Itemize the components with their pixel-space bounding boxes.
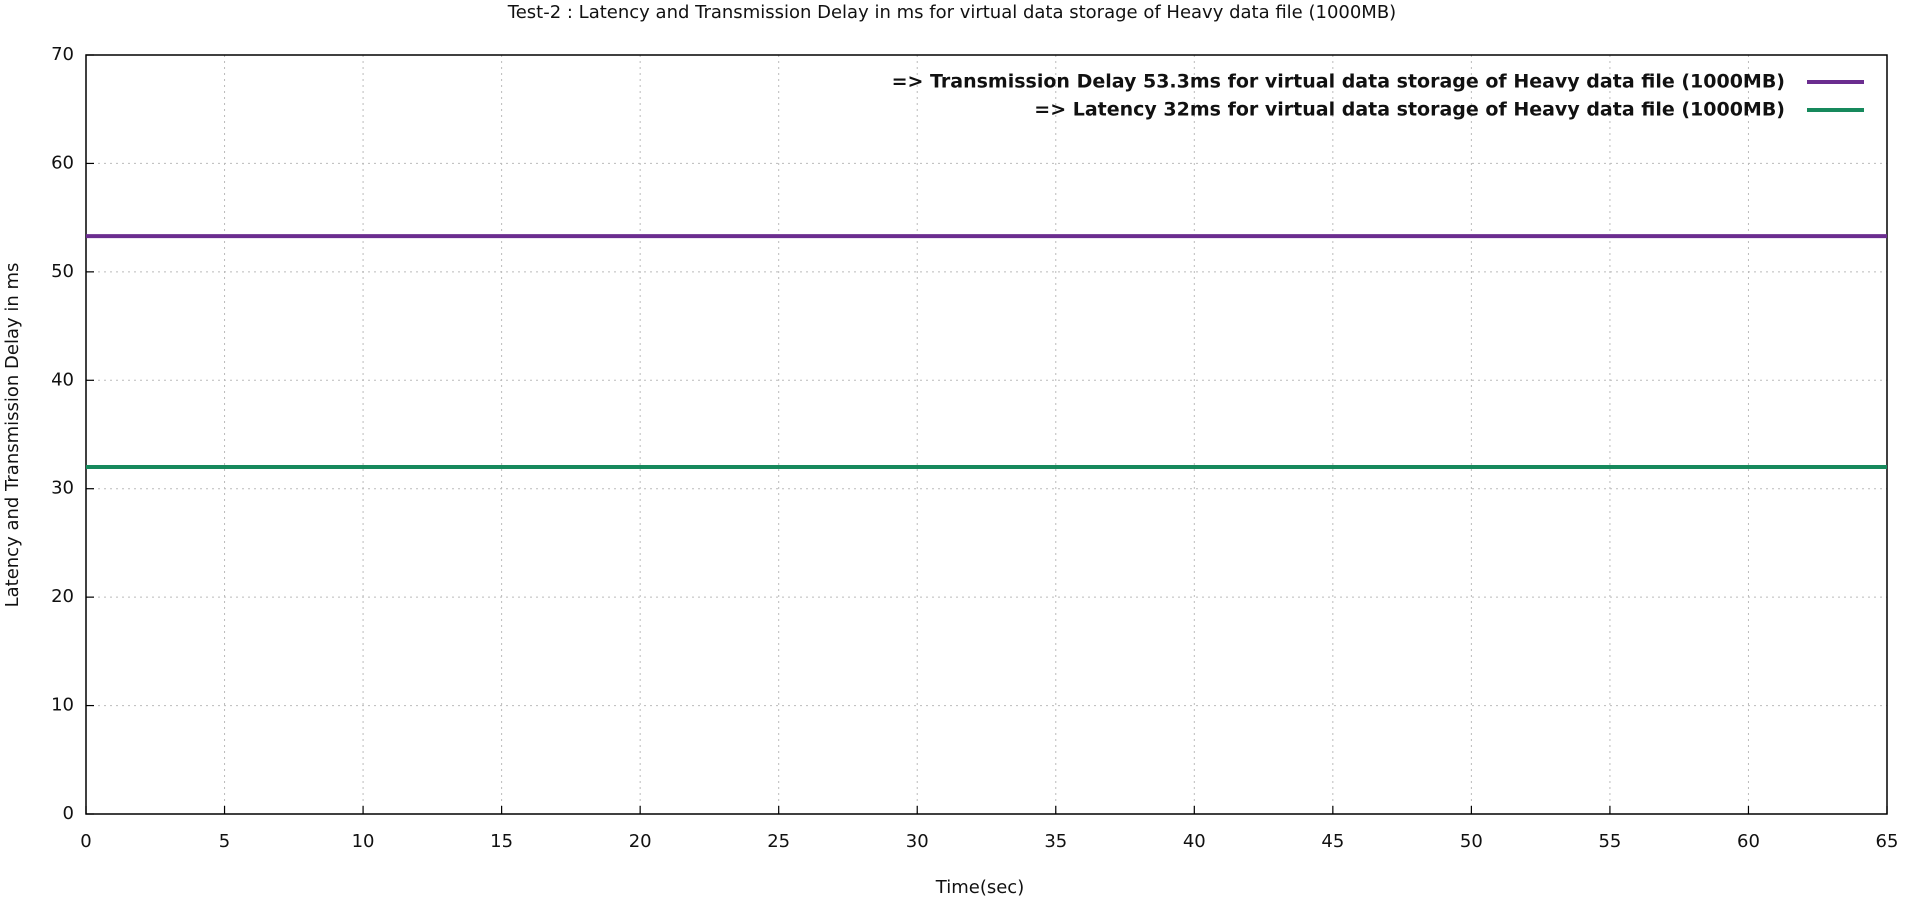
y-tick-label: 10	[51, 695, 74, 716]
y-axis-label: Latency and Transmission Delay in ms	[2, 263, 23, 608]
x-tick-label: 55	[1598, 831, 1621, 852]
y-tick-label: 50	[51, 261, 74, 282]
legend-label: => Latency 32ms for virtual data storage…	[1034, 99, 1785, 121]
x-tick-label: 15	[490, 831, 513, 852]
y-tick-label: 70	[51, 44, 74, 65]
y-tick-label: 60	[51, 152, 74, 173]
x-axis-label: Time(sec)	[935, 877, 1024, 898]
x-tick-label: 45	[1321, 831, 1344, 852]
x-tick-label: 25	[767, 831, 790, 852]
y-tick-label: 30	[51, 478, 74, 499]
x-tick-label: 20	[629, 831, 652, 852]
y-tick-label: 40	[51, 369, 74, 390]
y-tick-label: 20	[51, 586, 74, 607]
y-tick-label: 0	[63, 803, 74, 824]
legend-label: => Transmission Delay 53.3ms for virtual…	[892, 71, 1785, 93]
x-tick-label: 30	[906, 831, 929, 852]
x-tick-label: 5	[219, 831, 230, 852]
chart-title: Test-2 : Latency and Transmission Delay …	[507, 2, 1396, 23]
x-tick-label: 10	[352, 831, 375, 852]
x-tick-label: 60	[1737, 831, 1760, 852]
plot-frame	[85, 54, 1888, 815]
x-tick-label: 0	[80, 831, 91, 852]
x-tick-label: 40	[1183, 831, 1206, 852]
x-tick-label: 65	[1876, 831, 1899, 852]
x-tick-label: 50	[1460, 831, 1483, 852]
x-tick-label: 35	[1044, 831, 1067, 852]
